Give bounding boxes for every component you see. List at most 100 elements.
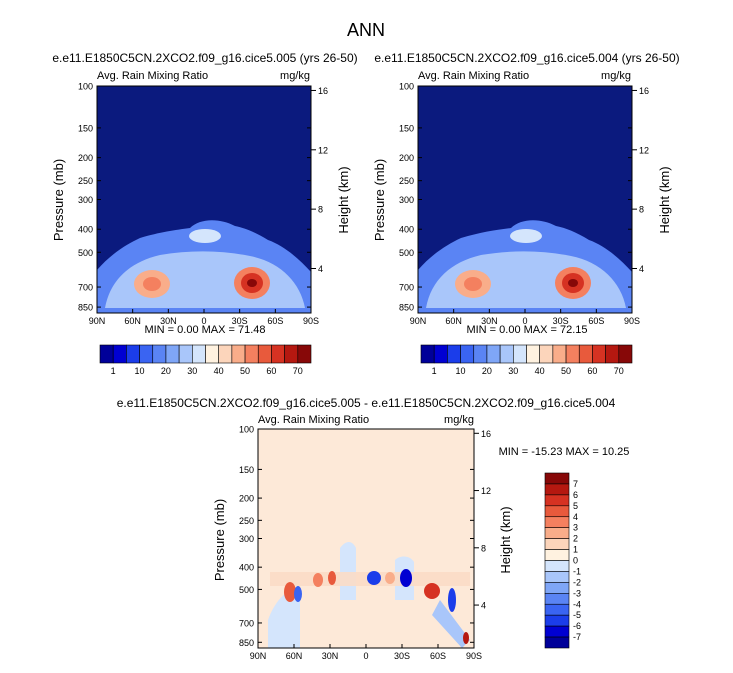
- colorbar-swatch: [126, 344, 140, 364]
- colorbar-label: 0: [573, 556, 578, 566]
- colorbar-label: 50: [240, 366, 250, 376]
- colorbar-label: 6: [573, 490, 578, 500]
- colorbar-swatch: [139, 344, 154, 364]
- equatorial-elevated-band: [510, 229, 542, 243]
- units-label: mg/kg: [444, 414, 474, 426]
- colorbar-label: -3: [573, 588, 581, 598]
- colorbar-label: -4: [573, 599, 581, 609]
- negative-anomaly: [294, 586, 302, 602]
- colorbar: 1 10 20 30 40 50 60 70: [420, 344, 633, 376]
- colorbar-swatch: [539, 344, 554, 364]
- height-tick-label: 8: [639, 205, 644, 215]
- negative-anomaly: [400, 569, 412, 587]
- height-tick-label: 12: [481, 486, 491, 496]
- colorbar-swatch: [112, 344, 127, 364]
- colorbar-label: 60: [587, 366, 597, 376]
- height-tick-label: 12: [318, 145, 328, 155]
- pressure-tick-label: 400: [399, 225, 414, 235]
- latitude-tick-label: 90N: [410, 316, 427, 326]
- colorbar-label: 40: [535, 366, 545, 376]
- stats-label: MIN = 0.00 MAX = 72.15: [466, 324, 587, 336]
- colorbar-label: -2: [573, 577, 581, 587]
- pressure-axis: 100 150 200 250 300 400 500 700 850: [78, 82, 311, 313]
- colorbar-label: -7: [573, 632, 581, 642]
- latitude-tick-label: 0: [363, 651, 368, 661]
- latitude-tick-label: 30N: [481, 316, 498, 326]
- colorbar-swatch: [578, 344, 593, 364]
- colorbar-swatch: [447, 344, 461, 364]
- panel-title: e.e11.E1850C5CN.2XCO2.f09_g16.cice5.005 …: [117, 396, 616, 410]
- colorbar-label: 70: [614, 366, 624, 376]
- units-label: mg/kg: [280, 70, 310, 82]
- pressure-tick-label: 700: [399, 283, 414, 293]
- colorbar-swatch: [565, 344, 580, 364]
- panel-case: e.e11.E1850C5CN.2XCO2.f09_g16.cice5.005 …: [51, 51, 358, 376]
- stats-label: MIN = 0.00 MAX = 71.48: [144, 324, 265, 336]
- negative-patch: [340, 542, 356, 600]
- colorbar-label: 20: [482, 366, 492, 376]
- colorbar-swatch: [433, 344, 448, 364]
- latitude-tick-label: 90S: [466, 651, 482, 661]
- colorbar-swatch: [544, 483, 570, 496]
- height-tick-label: 8: [318, 205, 323, 215]
- height-tick-label: 4: [318, 264, 323, 274]
- colorbar-swatch: [165, 344, 180, 364]
- colorbar-swatch: [544, 571, 570, 583]
- latitude-tick-label: 30S: [553, 316, 569, 326]
- colorbar-swatch: [284, 344, 299, 364]
- colorbar-swatch: [257, 344, 272, 364]
- colorbar-swatch: [499, 344, 514, 364]
- colorbar-swatch: [605, 344, 620, 364]
- colorbar-swatch: [544, 614, 570, 627]
- pressure-axis-label: Pressure (mb): [372, 159, 387, 241]
- colorbar-swatch: [152, 344, 167, 364]
- colorbar-swatch: [486, 344, 501, 364]
- colorbar-label: 10: [135, 366, 145, 376]
- pressure-tick-label: 500: [78, 248, 93, 258]
- colorbar-label: -1: [573, 566, 581, 576]
- pressure-tick-label: 150: [399, 123, 414, 133]
- colorbar-swatch: [552, 344, 567, 364]
- colorbar-label: 10: [456, 366, 466, 376]
- colorbar-swatch: [544, 472, 570, 485]
- colorbar-swatch: [544, 505, 570, 518]
- pressure-tick-label: 400: [78, 225, 93, 235]
- colorbar-swatch: [473, 344, 488, 364]
- latitude-tick-label: 90N: [89, 316, 106, 326]
- height-axis: 16 12 8 4: [311, 86, 328, 274]
- colorbar-label: 20: [161, 366, 171, 376]
- colorbar-swatch: [544, 516, 570, 528]
- colorbar-label: 70: [293, 366, 303, 376]
- panel-difference: e.e11.E1850C5CN.2XCO2.f09_g16.cice5.005 …: [117, 396, 630, 661]
- height-tick-label: 8: [481, 543, 486, 553]
- stats-label: MIN = -15.23 MAX = 10.25: [499, 446, 630, 458]
- positive-anomaly: [424, 583, 440, 599]
- latitude-tick-label: 30N: [160, 316, 177, 326]
- negative-anomaly: [367, 571, 381, 585]
- latitude-axis: 90N 60N 30N 0 30S 60S 90S: [250, 644, 482, 661]
- field-label: Avg. Rain Mixing Ratio: [418, 70, 529, 82]
- pressure-tick-label: 200: [399, 153, 414, 163]
- colorbar-label: 60: [266, 366, 276, 376]
- field-label: Avg. Rain Mixing Ratio: [258, 414, 369, 426]
- positive-anomaly: [463, 632, 469, 644]
- latitude-tick-label: 30S: [232, 316, 248, 326]
- colorbar-swatch: [218, 344, 233, 364]
- pressure-tick-label: 850: [399, 303, 414, 313]
- pressure-tick-label: 250: [399, 176, 414, 186]
- colorbar-label: -5: [573, 610, 581, 620]
- colorbar-swatch: [544, 603, 570, 616]
- colorbar-label: 4: [573, 512, 578, 522]
- height-tick-label: 4: [639, 264, 644, 274]
- height-tick-label: 12: [639, 145, 649, 155]
- pressure-tick-label: 300: [78, 195, 93, 205]
- colorbar-swatch: [544, 636, 570, 649]
- pressure-tick-label: 200: [78, 153, 93, 163]
- latitude-axis: 90N 60N 30N 0 30S 60S 90S: [89, 309, 319, 326]
- latitude-tick-label: 60N: [286, 651, 303, 661]
- negative-anomaly: [448, 588, 456, 612]
- colorbar-swatch: [544, 538, 570, 550]
- colorbar-swatch: [231, 344, 246, 364]
- pressure-tick-label: 100: [399, 82, 414, 92]
- latitude-tick-label: 30S: [394, 651, 410, 661]
